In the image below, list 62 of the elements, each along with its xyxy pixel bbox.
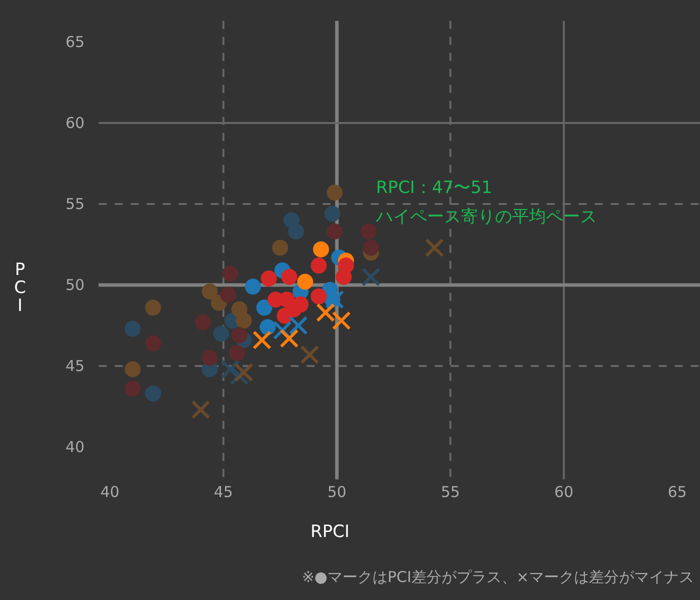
point — [288, 224, 304, 240]
point — [124, 380, 141, 397]
point — [300, 345, 320, 364]
y-tick-label: 60 — [65, 114, 85, 132]
point — [310, 258, 327, 274]
text: ※●マークはPCI差分がプラス、×マークは差分がマイナス — [302, 568, 694, 586]
y-tick-label: 50 — [65, 276, 85, 294]
x-tick-label: 45 — [214, 483, 233, 501]
point — [191, 400, 210, 420]
point — [231, 327, 248, 344]
point — [145, 335, 162, 352]
x-tick-label: 50 — [327, 483, 346, 501]
y-tick-label: 55 — [65, 194, 85, 213]
point — [256, 300, 272, 316]
point — [362, 240, 379, 256]
point — [338, 258, 354, 274]
annotation: RPCI：47〜51 — [376, 178, 492, 198]
point — [326, 224, 343, 240]
point — [236, 312, 252, 329]
point — [332, 311, 351, 330]
point — [276, 308, 293, 324]
point — [194, 314, 211, 330]
point — [220, 360, 240, 379]
y-tick-label: 65 — [65, 32, 85, 51]
y-axis-title: PCI — [14, 260, 26, 316]
point — [280, 328, 299, 348]
point — [297, 274, 314, 290]
point — [424, 238, 444, 258]
point — [260, 319, 276, 336]
point — [272, 240, 288, 256]
y-tick-label: 45 — [65, 356, 85, 375]
point — [234, 362, 254, 382]
x-tick-label: 60 — [554, 483, 574, 501]
annotation: ハイペース寄りの平均ペース — [375, 207, 597, 227]
point — [202, 283, 218, 300]
point — [281, 268, 298, 285]
point — [313, 241, 330, 258]
point — [145, 300, 162, 316]
point — [145, 386, 162, 402]
point — [326, 184, 343, 201]
point — [324, 206, 340, 222]
point — [325, 290, 344, 310]
point — [124, 320, 141, 337]
y-tick-label: 40 — [65, 438, 85, 456]
point — [292, 296, 309, 312]
x-tick-label: 55 — [440, 483, 460, 501]
x-tick-label: 65 — [668, 483, 687, 501]
point — [310, 288, 327, 304]
point — [213, 326, 230, 342]
point — [220, 286, 236, 303]
point — [252, 330, 272, 350]
point — [361, 267, 380, 286]
point — [244, 278, 261, 295]
point — [229, 345, 246, 362]
point — [260, 270, 277, 286]
point — [222, 266, 238, 282]
point — [316, 303, 336, 322]
x-tick-label: 40 — [100, 483, 120, 501]
point — [124, 361, 141, 378]
x-axis-title: RPCI — [310, 522, 350, 542]
point — [360, 224, 377, 240]
point — [202, 350, 218, 366]
